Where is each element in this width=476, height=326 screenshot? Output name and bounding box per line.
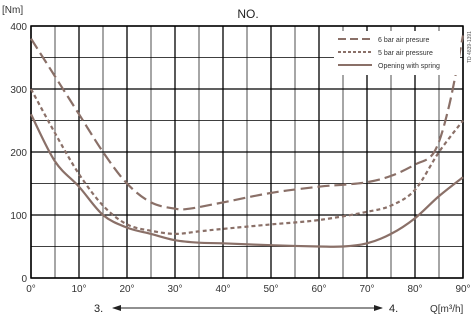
range-arrow-left-head — [112, 305, 121, 311]
y-tick-label: 0 — [21, 274, 27, 285]
plot-frame — [30, 25, 464, 279]
axes — [30, 25, 464, 279]
series-layer — [30, 35, 465, 248]
y-tick-label: 100 — [10, 211, 27, 222]
y-tick-label: 200 — [10, 148, 27, 159]
legend-label: 6 bar air presure — [378, 37, 429, 44]
y-unit-label: [Nm] — [2, 5, 23, 16]
labels: 0 100 200 300 400 0° 10° 20° 30° 40° 50° 60° 70° 80° 9… — [10, 22, 470, 295]
annotation-right-label: 4. — [389, 303, 398, 315]
x-tick-label: 20° — [119, 284, 134, 295]
range-arrow-right-head — [374, 305, 383, 311]
x-tick-label: 60° — [311, 284, 326, 295]
x-tick-label: 40° — [215, 284, 230, 295]
side-code: TD 4839-1391 — [467, 31, 473, 63]
annotation-left-label: 3. — [94, 303, 103, 315]
x-tick-label: 30° — [167, 284, 182, 295]
legend-label: Opening with spring — [378, 63, 440, 70]
series-line-1 — [30, 35, 465, 211]
x-tick-label: 90° — [455, 284, 470, 295]
series-line-3 — [30, 113, 464, 248]
legend-label: 5 bar air pressure — [378, 50, 433, 57]
x-tick-label: 10° — [71, 284, 86, 295]
legend: 6 bar air presure 5 bar air pressure Openi… — [334, 31, 460, 75]
x-tick-label: 80° — [407, 284, 422, 295]
bottom-annotation: 3. 4. — [94, 303, 398, 315]
y-tick-label: 400 — [10, 22, 27, 33]
x-tick-label: 70° — [359, 284, 374, 295]
x-tick-label: 50° — [263, 284, 278, 295]
x-tick-label: 0° — [26, 284, 36, 295]
grid — [30, 25, 464, 279]
chart-title: NO. — [237, 7, 258, 21]
x-unit-label: Q[m³/h] — [430, 304, 464, 315]
y-tick-label: 300 — [10, 85, 27, 96]
series-line-2 — [30, 88, 464, 236]
